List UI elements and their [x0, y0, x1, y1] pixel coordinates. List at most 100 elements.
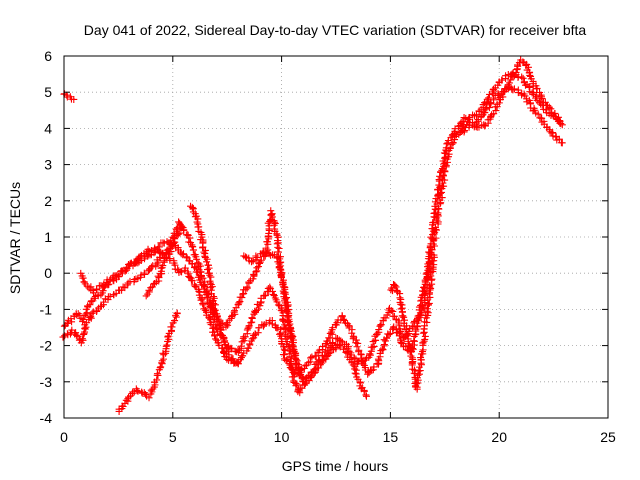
- data-point: [483, 95, 491, 103]
- data-point: [556, 117, 564, 125]
- data-point: [256, 258, 264, 266]
- data-point: [180, 226, 188, 234]
- data-point: [555, 117, 563, 125]
- data-point: [351, 369, 359, 377]
- data-point: [285, 360, 293, 368]
- data-point: [163, 341, 171, 349]
- data-point: [349, 335, 357, 343]
- data-point: [360, 387, 368, 395]
- data-point: [447, 134, 455, 142]
- data-point: [201, 254, 209, 262]
- data-point: [397, 338, 405, 346]
- data-point: [188, 243, 196, 251]
- data-point: [395, 332, 403, 340]
- data-point: [316, 361, 324, 369]
- data-point: [499, 93, 507, 101]
- grid: [64, 56, 608, 418]
- data-point: [261, 292, 269, 300]
- data-point: [510, 85, 518, 93]
- data-point: [481, 109, 489, 117]
- data-point: [197, 296, 205, 304]
- data-point: [252, 268, 260, 276]
- y-tick-label: 5: [44, 84, 52, 100]
- data-point: [310, 369, 318, 377]
- data-point: [379, 346, 387, 354]
- series-track-g: [187, 202, 242, 368]
- data-point: [147, 284, 155, 292]
- data-point: [93, 286, 101, 294]
- data-point: [290, 370, 298, 378]
- data-point: [171, 317, 179, 325]
- data-point: [72, 331, 80, 339]
- data-point: [505, 79, 513, 87]
- data-point: [382, 314, 390, 322]
- x-tick-label: 25: [600, 429, 616, 445]
- data-point: [534, 110, 542, 118]
- y-tick-label: 0: [44, 265, 52, 281]
- data-point: [292, 354, 300, 362]
- data-point: [448, 140, 456, 148]
- data-point: [504, 81, 512, 89]
- data-point: [243, 283, 251, 291]
- data-point: [244, 344, 252, 352]
- data-point: [193, 218, 201, 226]
- data-point: [464, 116, 472, 124]
- data-point: [415, 370, 423, 378]
- data-point: [519, 58, 527, 66]
- data-point: [243, 326, 251, 334]
- data-point: [399, 312, 407, 320]
- data-point: [403, 331, 411, 339]
- data-point: [351, 365, 359, 373]
- data-point: [375, 326, 383, 334]
- data-point: [74, 310, 82, 318]
- data-point: [377, 321, 385, 329]
- data-point: [386, 329, 394, 337]
- data-point: [70, 95, 78, 103]
- data-point: [410, 369, 418, 377]
- data-point: [224, 348, 232, 356]
- data-point: [434, 205, 442, 213]
- data-point: [106, 292, 114, 300]
- data-point: [271, 219, 279, 227]
- data-point: [83, 309, 91, 317]
- data-point: [235, 299, 243, 307]
- data-point: [438, 182, 446, 190]
- data-point: [133, 387, 141, 395]
- data-point: [359, 360, 367, 368]
- data-point: [391, 282, 399, 290]
- data-point: [507, 76, 515, 84]
- data-point: [254, 329, 262, 337]
- data-point: [159, 262, 167, 270]
- data-point: [86, 314, 94, 322]
- data-point: [416, 367, 424, 375]
- data-point: [312, 365, 320, 373]
- data-point: [335, 341, 343, 349]
- data-point: [537, 93, 545, 101]
- data-point: [79, 274, 87, 282]
- data-point: [547, 105, 555, 113]
- data-point: [292, 382, 300, 390]
- data-point: [268, 320, 276, 328]
- data-point: [204, 266, 211, 274]
- data-point: [179, 251, 187, 259]
- data-point: [201, 246, 209, 254]
- data-point: [169, 233, 177, 241]
- data-point: [196, 262, 204, 270]
- data-point: [437, 189, 445, 197]
- data-point: [395, 321, 403, 329]
- data-point: [250, 310, 258, 318]
- series-track-j: [456, 56, 564, 136]
- data-point: [229, 355, 237, 363]
- data-point: [349, 361, 357, 369]
- data-point: [521, 81, 529, 89]
- data-point: [293, 380, 301, 388]
- data-point: [269, 290, 277, 298]
- data-point: [209, 324, 217, 332]
- data-point: [421, 332, 429, 340]
- data-point: [251, 307, 259, 315]
- data-point: [153, 376, 161, 384]
- data-point: [145, 394, 153, 402]
- data-point: [477, 112, 485, 120]
- data-point: [181, 264, 189, 272]
- data-point: [188, 260, 196, 268]
